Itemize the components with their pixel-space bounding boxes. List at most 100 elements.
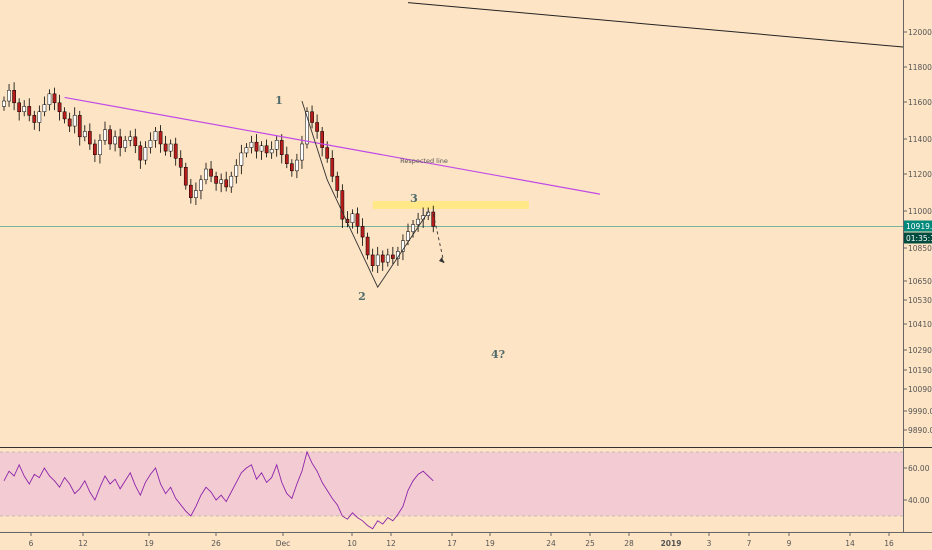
candle-body [158, 131, 163, 145]
candle-body [62, 111, 67, 120]
price-pane[interactable]: 1 2 3 4? Respected line [0, 2, 904, 361]
respected-line-label: Respected line [400, 157, 448, 165]
candle-body [37, 111, 42, 123]
respected-trendline [64, 96, 601, 195]
price-tick-label: 10290.0 [908, 346, 932, 355]
candle-body [173, 143, 178, 159]
candle-body [93, 143, 97, 155]
candle-body [118, 136, 123, 148]
candle-body [138, 145, 143, 161]
candle-body [224, 179, 229, 188]
candle-body [274, 140, 279, 150]
candle-body [335, 175, 340, 191]
time-tick-label: 10 [347, 539, 357, 548]
time-tick-label: 25 [585, 539, 595, 548]
countdown-badge [904, 232, 932, 244]
candle-body [143, 147, 148, 161]
wave-label: 1 [275, 94, 283, 107]
candle-body [284, 154, 289, 164]
candle-body [17, 102, 21, 113]
rsi-tick-label: 60.00 [908, 464, 930, 473]
price-tick-label: 11600.0 [908, 98, 932, 107]
price-tick-label: 10410.0 [908, 320, 932, 329]
time-tick-label: Dec [276, 539, 291, 548]
candle-body [178, 158, 183, 168]
price-tick-label: 11200.0 [908, 170, 932, 179]
wave-label: 2 [358, 290, 366, 303]
candle-body [204, 168, 208, 181]
candle-body [123, 140, 128, 148]
price-axis[interactable]: 12000.0 11800.0 11600.0 11400.0 11200.0 11000… [903, 28, 932, 505]
candle-body [370, 254, 375, 266]
candle-body [219, 179, 224, 184]
wave-label: 3 [410, 192, 418, 205]
candle-body [340, 190, 345, 220]
candle-body [350, 213, 355, 223]
candle-body [163, 143, 168, 152]
candle-body [375, 254, 380, 266]
candle-body [305, 111, 309, 145]
time-tick-label: 28 [624, 539, 634, 548]
candle-body [52, 93, 57, 104]
candle-body [209, 168, 213, 177]
candle-body [401, 240, 405, 252]
candle-body [98, 140, 102, 155]
candle-body [310, 111, 314, 123]
price-tick-label: 9990.0 [908, 407, 932, 416]
candle-body [290, 163, 294, 172]
candle-body [416, 218, 420, 225]
candle-body [315, 122, 319, 132]
time-tick-label: 14 [845, 539, 855, 548]
candle-body [148, 140, 153, 148]
upper-trendline [407, 2, 904, 48]
price-tick-label: 11800.0 [908, 63, 932, 72]
time-tick-label: 24 [546, 539, 556, 548]
candle-body [168, 143, 173, 152]
time-tick-label: 26 [211, 539, 221, 548]
rsi-tick-label: 40.00 [908, 496, 930, 505]
candle-body [194, 190, 198, 198]
current-price-label: 10919.7 [906, 222, 932, 231]
price-tick-label: 10650.0 [908, 277, 932, 286]
candle-body [279, 140, 284, 155]
candle-body [77, 115, 82, 138]
current-price-badge [904, 220, 932, 232]
price-tick-label: 10530.0 [908, 296, 932, 305]
candle-body [431, 211, 436, 227]
candle-body [264, 145, 269, 154]
candle-body [128, 136, 133, 141]
candle-body [113, 136, 117, 145]
price-tick-label: 11000.0 [908, 207, 932, 216]
candle-body [153, 131, 158, 141]
rsi-pane[interactable] [0, 450, 903, 530]
projection-arrow [432, 213, 445, 264]
candle-body [295, 159, 299, 172]
candle-body [239, 152, 244, 166]
candle-body [330, 158, 335, 177]
price-tick-label: 10190.0 [908, 366, 932, 375]
candle-body [199, 179, 203, 191]
candle-body [88, 131, 92, 145]
time-tick-label: 9 [787, 539, 792, 548]
resistance-zone [372, 201, 529, 209]
candle-body [355, 213, 360, 227]
candle-body [214, 175, 218, 184]
candle-body [189, 184, 193, 198]
candle-body [385, 254, 390, 263]
wave-label: 4? [491, 348, 505, 361]
time-tick-label: 19 [485, 539, 495, 548]
candle-body [244, 147, 249, 154]
candle-body [67, 118, 72, 127]
candle-body [254, 141, 259, 152]
candle-body [42, 104, 47, 113]
candle-body [300, 143, 304, 161]
time-tick-label: 16 [884, 539, 894, 548]
rsi-band [0, 452, 903, 516]
candle-body [411, 224, 415, 232]
candle-body [406, 231, 410, 241]
candle-body [27, 106, 32, 116]
price-tick-label: 12000.0 [908, 28, 932, 37]
time-tick-label: 12 [78, 539, 88, 548]
time-tick-label: 19 [144, 539, 154, 548]
